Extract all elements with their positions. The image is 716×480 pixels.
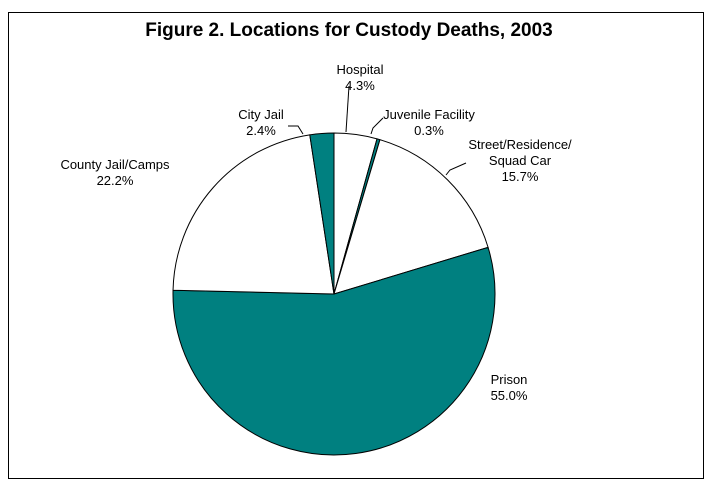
slice-label-4: County Jail/Camps 22.2% [60,157,170,188]
leader-line-5 [288,125,304,135]
pie-slice-2 [333,139,489,295]
chart-title: Figure 2. Locations for Custody Deaths, … [145,20,553,41]
pie-slice-4 [172,134,335,295]
pie-slice-5 [309,132,335,295]
slice-label-0: Hospital 4.3% [337,62,384,93]
leader-line-1 [370,117,384,135]
pie-slice-3 [172,246,496,456]
slice-label-5: City Jail 2.4% [238,107,284,138]
slice-label-1: Juvenile Facility 0.3% [383,107,475,138]
leader-line-2 [445,162,467,176]
leader-line-0 [345,85,350,133]
slice-label-2: Street/Residence/Squad Car 15.7% [468,137,572,184]
slice-label-3: Prison 55.0% [491,372,528,403]
